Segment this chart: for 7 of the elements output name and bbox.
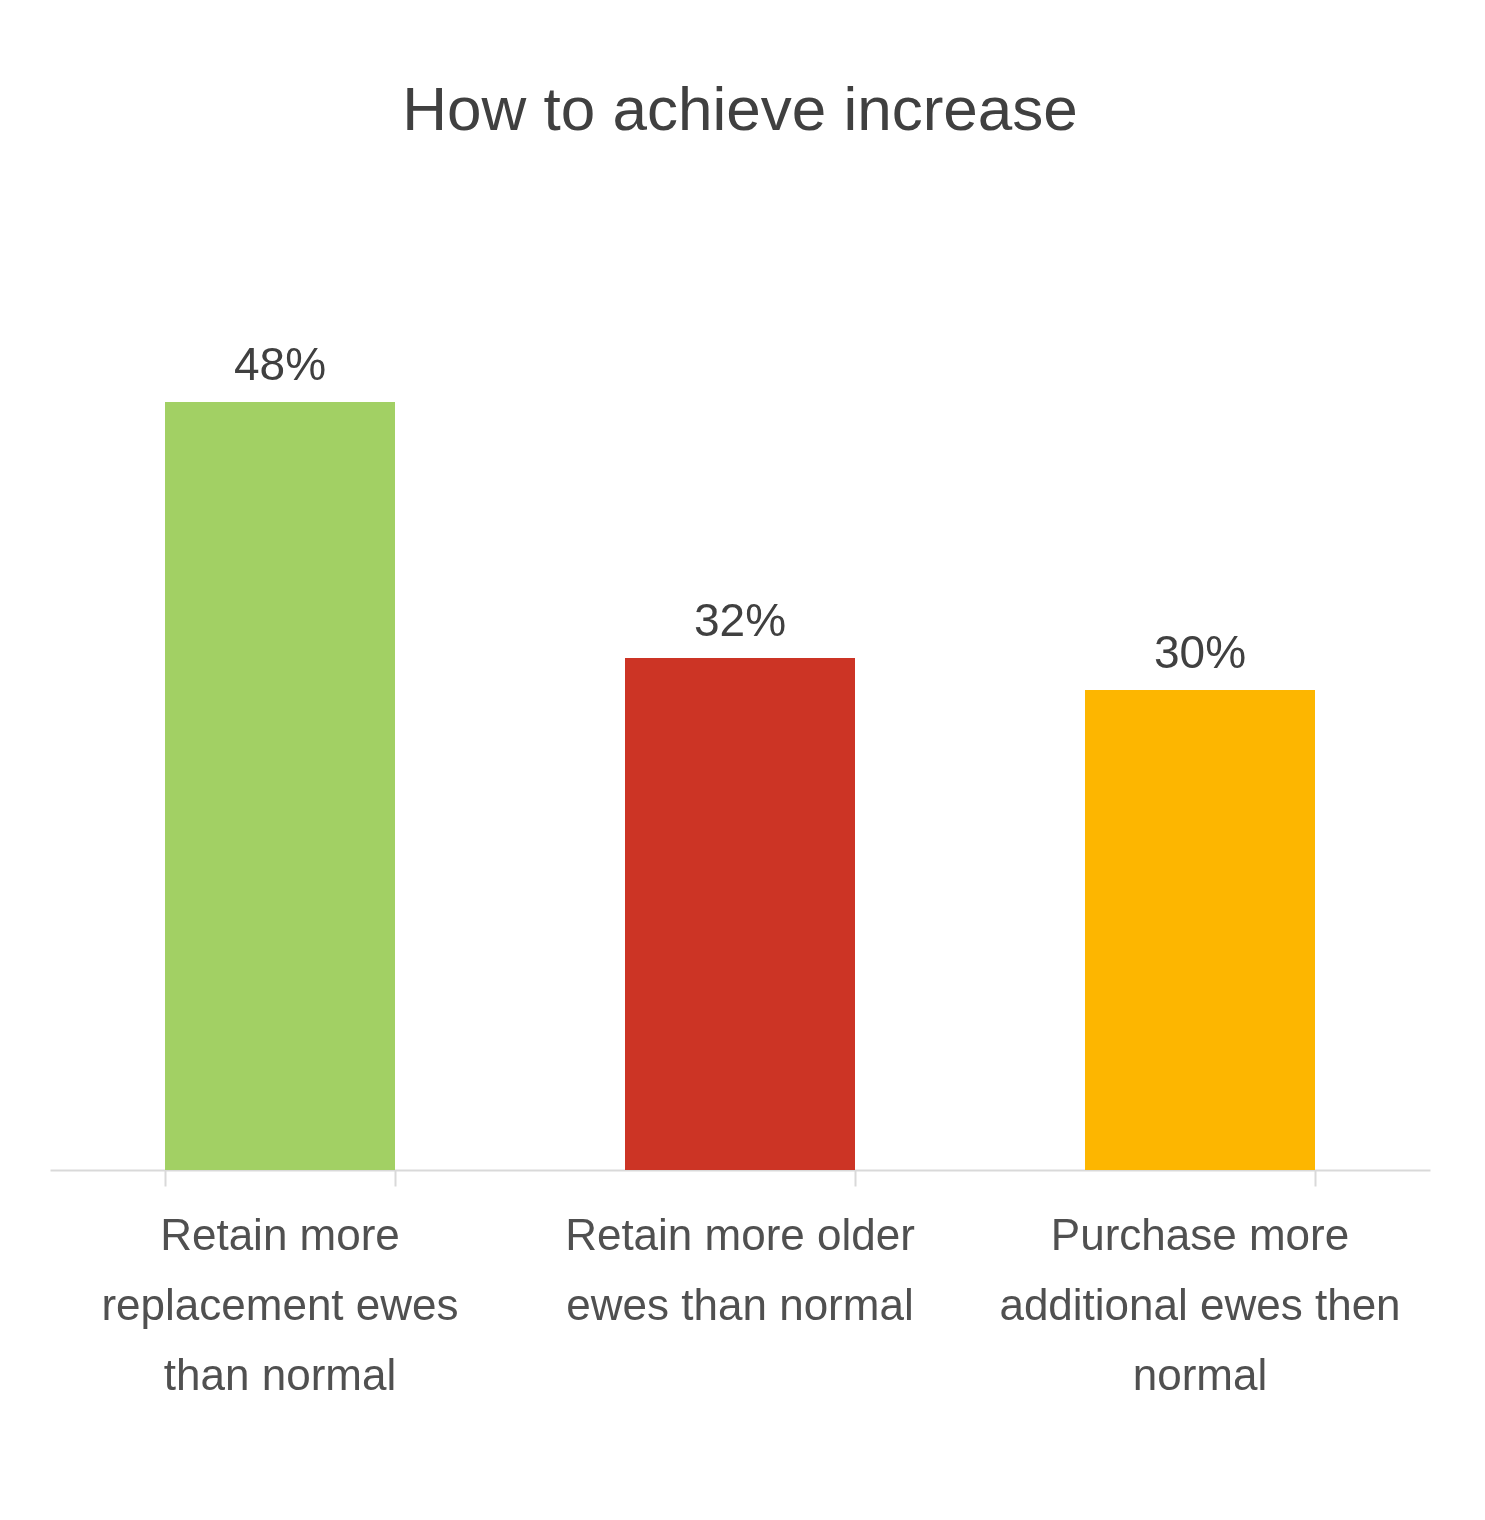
data-label: 48% bbox=[233, 338, 327, 390]
data-label: 32% bbox=[693, 594, 787, 646]
chart-title: How to achieve increase bbox=[402, 74, 1078, 143]
x-tick-label: Retain more replacement ewes than normal bbox=[101, 1210, 459, 1399]
x-tick-label: Retain more older ewes than normal bbox=[565, 1210, 915, 1329]
data-label: 30% bbox=[1153, 626, 1247, 678]
x-tick-label: Purchase more additional ewes then normal bbox=[999, 1210, 1401, 1399]
